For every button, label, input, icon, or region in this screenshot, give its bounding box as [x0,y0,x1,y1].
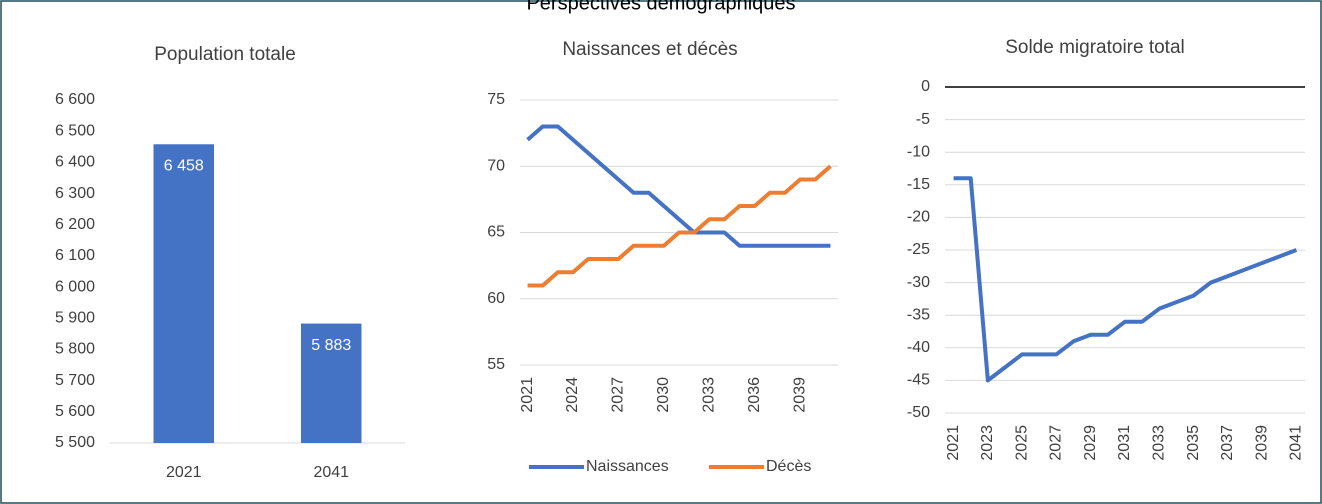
x-tick-label: 2023 [979,425,996,461]
y-tick-label: 6 200 [55,216,95,233]
y-tick-label: -30 [907,274,930,291]
x-tick-label: 2033 [701,377,718,413]
y-tick-label: -20 [907,209,930,226]
bar [301,323,362,443]
line-series [527,164,832,288]
y-tick-label: 6 100 [55,247,95,264]
y-tick-label: -40 [907,339,930,356]
chart-title: Population totale [154,44,296,65]
x-tick-label: 2029 [1082,425,1099,461]
x-tick-label: 2024 [564,377,581,413]
x-tick-label: 2027 [1048,425,1065,461]
y-tick-label: 6 300 [55,185,95,202]
y-tick-label: -25 [907,241,930,258]
x-tick-label: 2031 [1116,425,1133,461]
x-tick-label: 2021 [519,377,536,413]
y-tick-label: -45 [907,372,930,389]
y-tick-label: -10 [907,143,930,160]
y-tick-label: -50 [907,404,930,421]
y-tick-label: 5 700 [55,372,95,389]
chart-title: Solde migratoire total [1005,37,1185,58]
y-tick-label: 55 [487,356,505,373]
x-tick-label: 2027 [610,377,627,413]
y-tick-label: -35 [907,306,930,323]
x-tick-label: 2030 [655,377,672,413]
bar [153,144,214,443]
y-tick-label: -5 [916,111,930,128]
x-tick-label: 2039 [791,377,808,413]
x-tick-label: 2035 [1185,425,1202,461]
y-tick-label: 60 [487,290,505,307]
y-tick-label: 6 500 [55,122,95,139]
chart-title: Naissances et décès [562,39,737,60]
y-tick-label: 5 600 [55,403,95,420]
x-tick-label: 2025 [1013,425,1030,461]
main-title: Perspectives démographiques [526,0,795,14]
x-tick-label: 2021 [166,464,202,481]
y-tick-label: 5 800 [55,341,95,358]
y-tick-label: 6 000 [55,278,95,295]
line-series [953,176,1298,383]
x-tick-label: 2041 [313,464,349,481]
x-tick-label: 2037 [1219,425,1236,461]
y-tick-label: 75 [487,91,505,108]
value-label: 6 458 [164,157,204,174]
y-tick-label: 5 500 [55,434,95,451]
legend-label: Décès [766,458,811,475]
y-tick-label: 6 400 [55,154,95,171]
y-tick-label: 70 [487,157,505,174]
line-series [526,124,831,248]
y-tick-label: 6 600 [55,91,95,108]
legend-label: Naissances [586,458,669,475]
x-tick-label: 2036 [746,377,763,413]
y-tick-label: -15 [907,176,930,193]
y-tick-label: 5 900 [55,309,95,326]
y-tick-label: 65 [487,224,505,241]
x-tick-label: 2039 [1253,425,1270,461]
x-tick-label: 2041 [1288,425,1305,461]
y-tick-label: 0 [921,78,930,95]
value-label: 5 883 [311,337,351,354]
x-tick-label: 2033 [1151,425,1168,461]
x-tick-label: 2021 [945,425,962,461]
